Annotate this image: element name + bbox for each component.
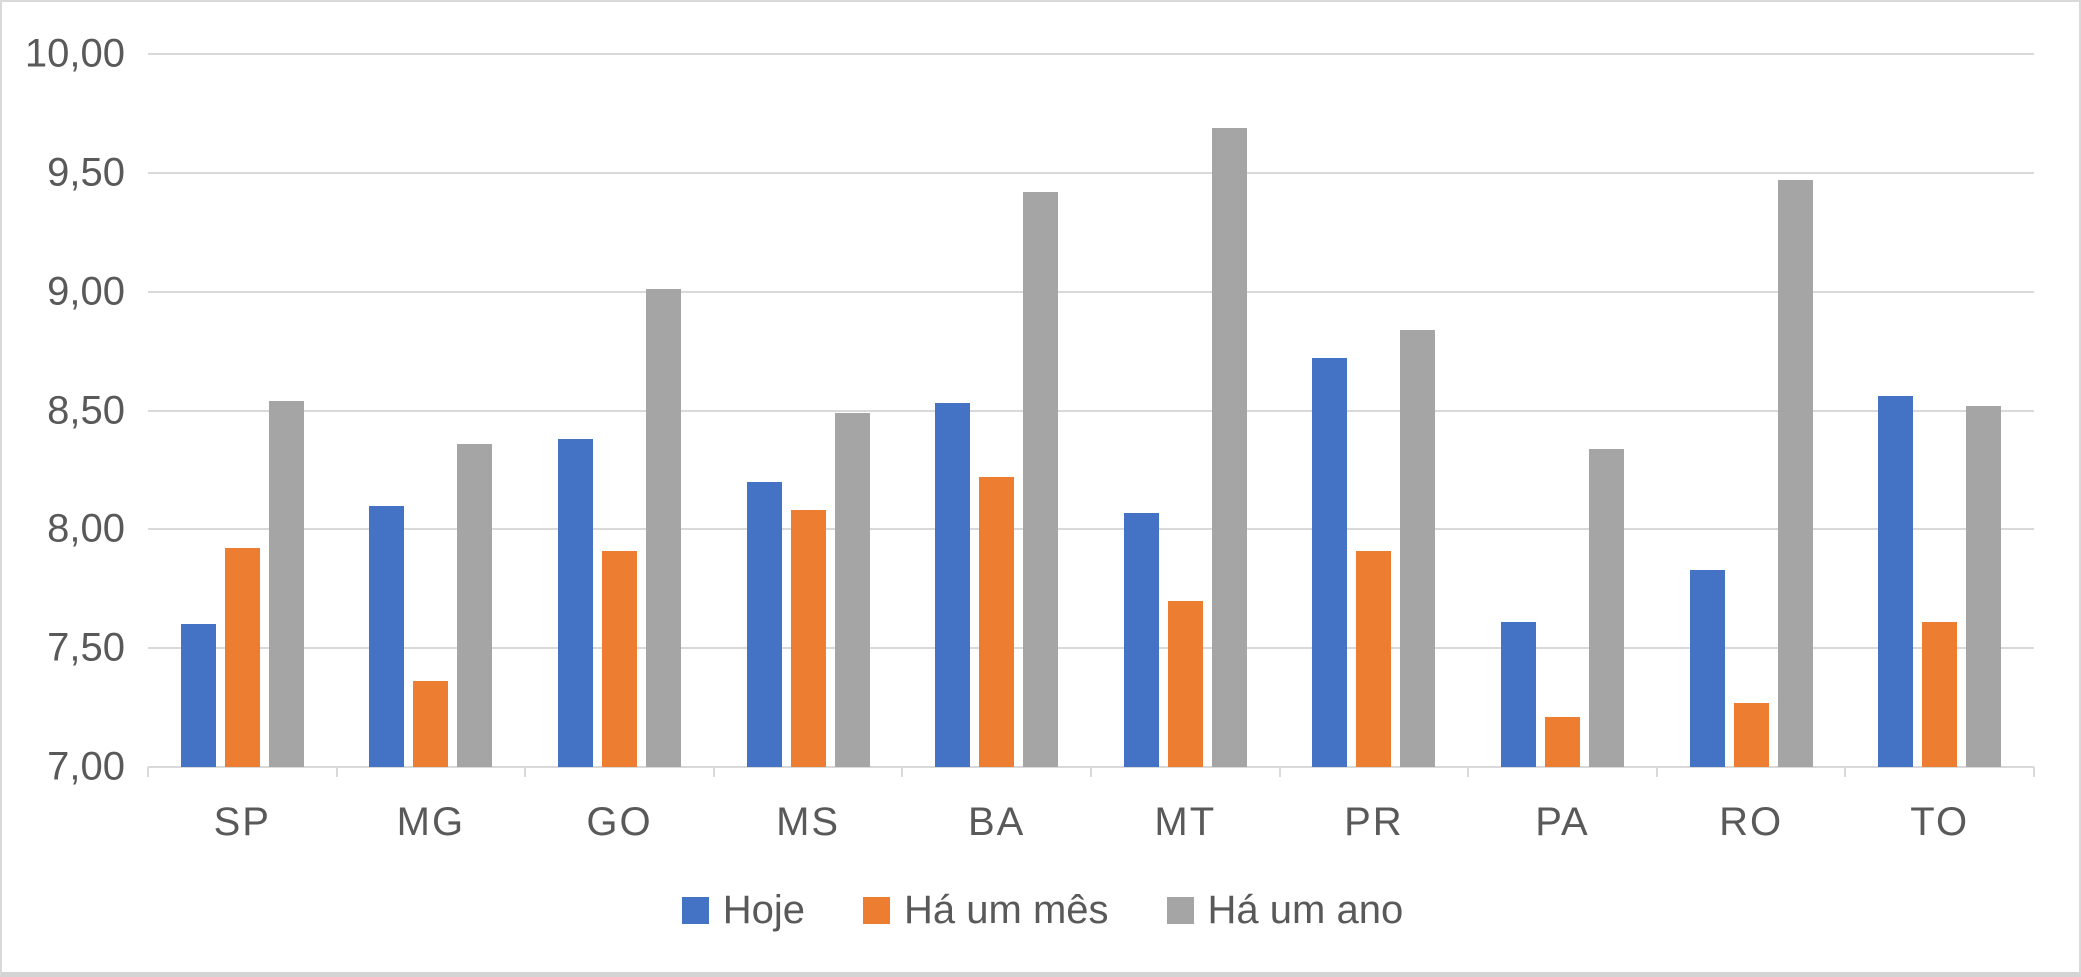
- legend-swatch-hoje: [681, 896, 709, 924]
- category-label: TO: [1910, 800, 1970, 844]
- category-label: PR: [1344, 800, 1404, 844]
- gridline: [148, 528, 2034, 531]
- x-axis-tick-mark: [2033, 767, 2035, 777]
- legend-item-ha-um-ano: Há um ano: [1166, 887, 1404, 933]
- x-axis-tick-mark: [524, 767, 527, 777]
- bar-há-um-mês-pr: [1356, 550, 1392, 767]
- bar-há-um-mês-mt: [1167, 600, 1203, 767]
- x-axis-tick-mark: [147, 767, 149, 777]
- bar-há-um-ano-pr: [1400, 329, 1436, 767]
- bar-há-um-ano-mt: [1211, 127, 1247, 767]
- x-axis-tick-mark: [712, 767, 715, 777]
- gridline: [148, 290, 2034, 293]
- bar-há-um-ano-ba: [1023, 191, 1059, 767]
- x-axis-tick-mark: [1467, 767, 1470, 777]
- gridline: [148, 53, 2034, 55]
- gridline: [148, 647, 2034, 650]
- category-label: MS: [776, 800, 841, 844]
- bar-há-um-ano-pa: [1589, 448, 1624, 767]
- category-label: PA: [1535, 800, 1590, 844]
- bar-hoje-ba: [935, 403, 971, 767]
- y-axis-tick-label: 8,00: [47, 506, 125, 551]
- x-axis-tick-mark: [1655, 767, 1658, 777]
- bar-há-um-ano-mg: [457, 443, 493, 767]
- gridline: [148, 409, 2034, 412]
- gridline: [148, 171, 2034, 174]
- category-label: BA: [968, 800, 1026, 844]
- bar-há-um-mês-to: [1922, 622, 1958, 767]
- category-label: MT: [1154, 800, 1217, 844]
- category-label: GO: [586, 800, 653, 844]
- bar-há-um-mês-ro: [1733, 702, 1769, 767]
- legend-swatch-ha-um-ano: [1166, 896, 1194, 924]
- bar-há-um-mês-mg: [413, 681, 449, 767]
- bar-hoje-mt: [1123, 512, 1159, 767]
- bar-hoje-pr: [1312, 358, 1348, 767]
- legend: Hoje Há um mês Há um ano: [2, 880, 2079, 940]
- category-label: MG: [396, 800, 466, 844]
- x-axis-tick-mark: [1090, 767, 1092, 777]
- bar-há-um-ano-to: [1966, 405, 2002, 767]
- bar-há-um-ano-ms: [834, 412, 870, 767]
- bar-hoje-go: [558, 439, 593, 767]
- bar-há-um-ano-sp: [268, 400, 304, 767]
- legend-label-hoje: Hoje: [722, 887, 806, 932]
- legend-item-ha-um-mes: Há um mês: [863, 888, 1109, 933]
- bar-hoje-ms: [746, 481, 782, 767]
- bar-hoje-sp: [180, 624, 216, 767]
- legend-swatch-ha-um-mes: [863, 896, 891, 924]
- y-axis-tick-label: 9,00: [47, 269, 125, 314]
- bar-hoje-ro: [1689, 569, 1725, 767]
- bar-há-um-mês-ms: [790, 510, 826, 767]
- legend-label-ha-um-ano: Há um ano: [1207, 887, 1404, 932]
- x-axis-tick-mark: [335, 767, 338, 777]
- category-label: SP: [213, 800, 271, 844]
- y-axis-tick-label: 7,50: [47, 625, 125, 670]
- x-axis-tick-mark: [901, 767, 904, 777]
- bar-há-um-mês-ba: [979, 477, 1015, 767]
- y-axis-tick-label: 7,00: [47, 744, 125, 789]
- category-label: RO: [1719, 800, 1784, 844]
- y-axis-tick-label: 9,50: [47, 150, 125, 195]
- bar-hoje-to: [1878, 396, 1914, 767]
- x-axis-tick-mark: [1844, 767, 1847, 777]
- bar-há-um-mês-sp: [224, 548, 260, 767]
- bar-há-um-mês-pa: [1545, 717, 1580, 767]
- bar-hoje-pa: [1501, 622, 1536, 767]
- bar-há-um-mês-go: [602, 550, 637, 767]
- x-axis-tick-mark: [1278, 767, 1281, 777]
- legend-item-hoje: Hoje: [681, 887, 806, 933]
- bar-hoje-mg: [369, 505, 405, 767]
- y-axis-tick-label: 8,50: [47, 388, 125, 432]
- bar-há-um-ano-go: [646, 289, 681, 767]
- legend-label-ha-um-mes: Há um mês: [904, 887, 1109, 932]
- y-axis-tick-label: 10,00: [24, 31, 125, 76]
- bar-há-um-ano-ro: [1777, 179, 1813, 767]
